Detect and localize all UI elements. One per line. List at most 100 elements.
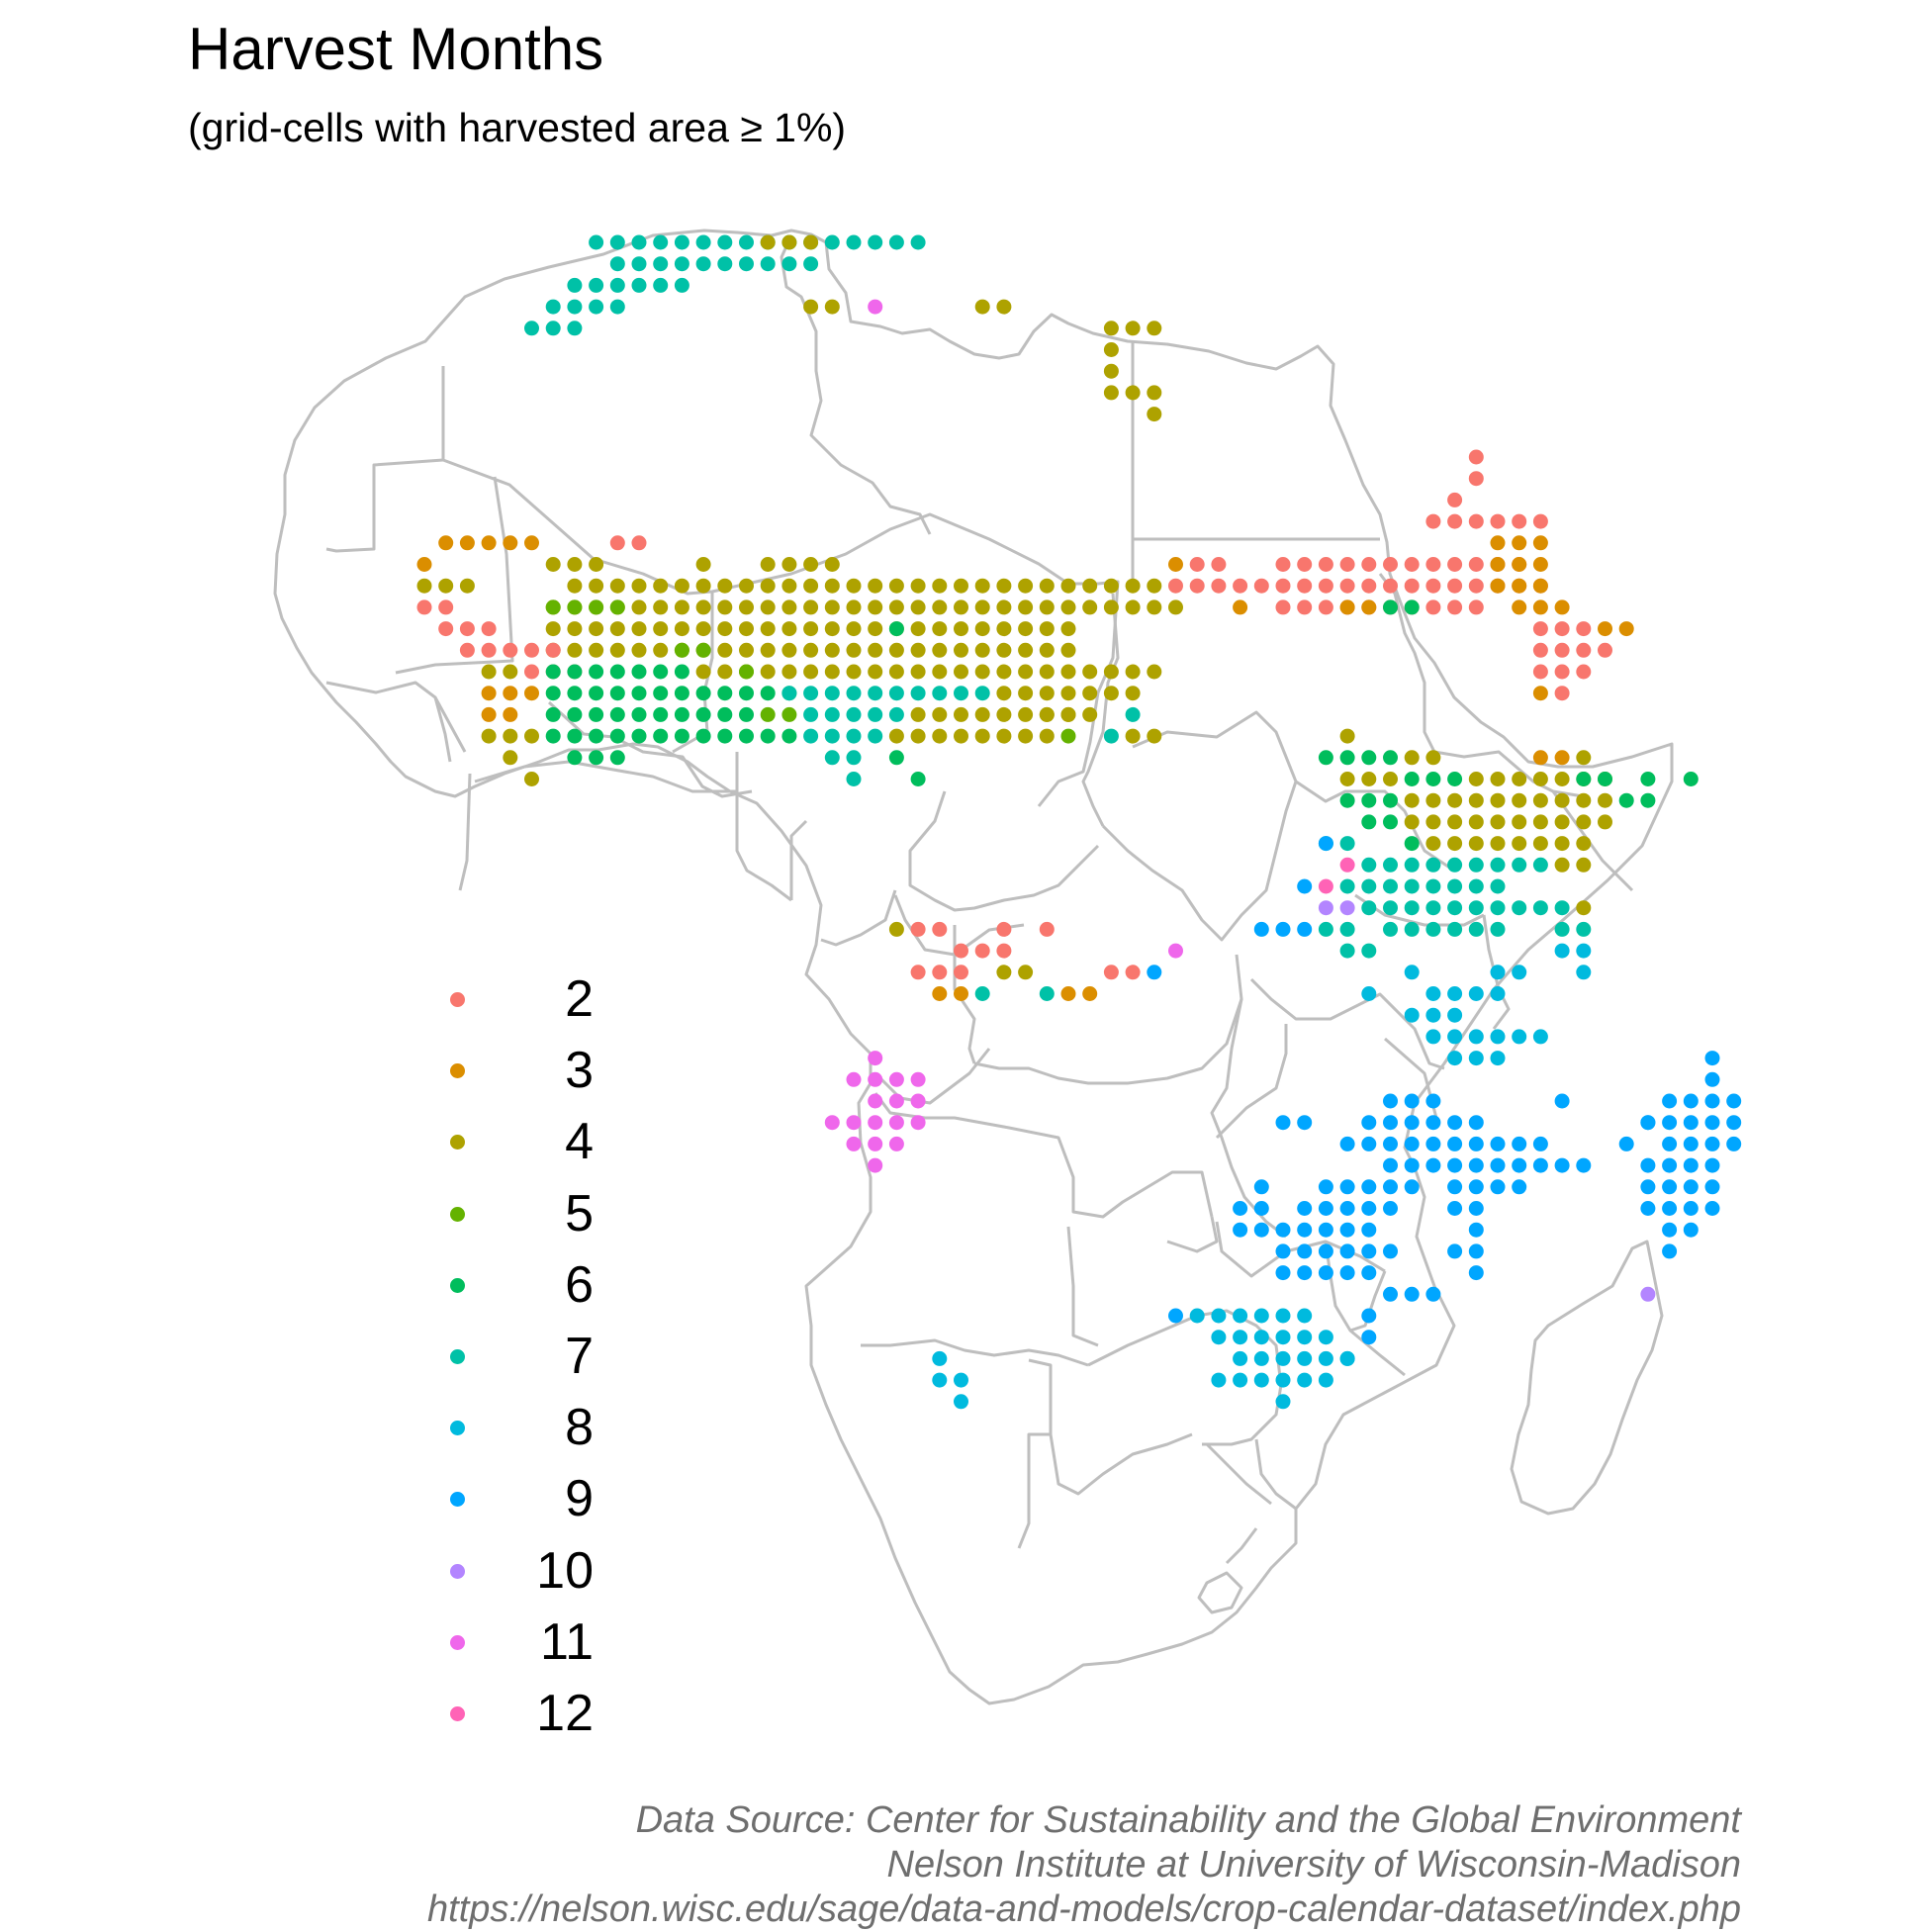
grid-cell-dot [1512, 578, 1527, 594]
grid-cell-dot [1468, 878, 1484, 894]
grid-cell-dot [1018, 728, 1034, 744]
grid-cell-dot [996, 921, 1012, 937]
grid-cell-dot [996, 642, 1012, 658]
border-south-sudan [1132, 710, 1455, 873]
grid-cell-dot [1211, 1330, 1227, 1345]
grid-cell-dot [1618, 1136, 1634, 1151]
grid-cell-dot [589, 750, 604, 766]
grid-cell-dot [1383, 1093, 1398, 1109]
grid-cell-dot [1018, 664, 1034, 680]
grid-cell-dot [868, 1115, 883, 1131]
legend-swatch [450, 1563, 465, 1579]
grid-cell-dot [674, 642, 689, 658]
grid-cell-dot [1490, 836, 1506, 852]
grid-cell-dot [932, 621, 948, 637]
grid-cell-dot [1532, 814, 1548, 830]
grid-cell-dot [888, 706, 904, 722]
border-malawi-mozambique [1324, 1241, 1406, 1377]
grid-cell-dot [1018, 599, 1034, 615]
grid-cell-dot [567, 642, 583, 658]
grid-cell-dot [1082, 986, 1098, 1001]
grid-cell-dot [1253, 1179, 1269, 1195]
grid-cell-dot [545, 642, 561, 658]
grid-cell-dot [1490, 814, 1506, 830]
caption: Data Source: Center for Sustainability a… [427, 1798, 1741, 1932]
grid-cell-dot [1704, 1157, 1720, 1173]
grid-cell-dot [1704, 1093, 1720, 1109]
grid-cell-dot [954, 642, 968, 658]
grid-cell-dot [1662, 1093, 1678, 1109]
grid-cell-dot [1468, 1265, 1484, 1281]
grid-cell-dot [1447, 792, 1463, 808]
grid-cell-dot [1383, 578, 1398, 594]
grid-cell-dot [932, 578, 948, 594]
grid-cell-dot [1318, 1330, 1333, 1345]
grid-cell-dot [481, 535, 497, 551]
grid-cell-dot [717, 664, 733, 680]
grid-cell-dot [1383, 1157, 1398, 1173]
grid-cell-dot [1168, 1308, 1183, 1324]
grid-cell-dot [1554, 836, 1570, 852]
grid-cell-dot [1576, 642, 1592, 658]
grid-cell-dot [1512, 599, 1527, 615]
grid-cell-dot [1468, 1243, 1484, 1259]
grid-cell-dot [932, 599, 948, 615]
grid-cell-dot [695, 664, 711, 680]
grid-cell-dot [1018, 578, 1034, 594]
grid-cell-dot [1468, 1157, 1484, 1173]
grid-cell-dot [1275, 557, 1291, 572]
grid-cell-dot [954, 686, 968, 701]
grid-cell-dot [1447, 599, 1463, 615]
grid-cell-dot [868, 728, 883, 744]
grid-cell-dot [1704, 1115, 1720, 1131]
grid-cell-dot [631, 277, 647, 293]
grid-cell-dot [1318, 1222, 1333, 1238]
grid-cell-dot [1361, 943, 1377, 959]
grid-cell-dot [1404, 750, 1420, 766]
grid-cell-dot [760, 599, 776, 615]
border-morocco-algeria [325, 366, 445, 553]
legend-label: 11 [540, 1612, 594, 1671]
grid-cell-dot [932, 986, 948, 1001]
grid-cell-dot [653, 234, 669, 250]
grid-cell-dot [739, 621, 754, 637]
grid-cell-dot [1490, 1136, 1506, 1151]
border-west-coast-1 [325, 681, 472, 891]
grid-cell-dot [1447, 1157, 1463, 1173]
grid-cell-dot [868, 578, 883, 594]
legend-label: 9 [565, 1470, 594, 1528]
grid-cell-dot [1275, 1308, 1291, 1324]
grid-cell-dot [824, 578, 840, 594]
grid-cell-dot [1468, 1222, 1484, 1238]
grid-cell-dot [1662, 1222, 1678, 1238]
grid-cell-dot [459, 578, 475, 594]
grid-cell-dot [609, 256, 625, 272]
grid-cell-dot [1018, 965, 1034, 980]
grid-cell-dot [1640, 1286, 1656, 1302]
grid-cell-dot [1361, 1330, 1377, 1345]
grid-cell-dot [1512, 836, 1527, 852]
legend-swatch [450, 1421, 465, 1436]
grid-cell-dot [1039, 686, 1055, 701]
grid-cell-dot [674, 686, 689, 701]
grid-cell-dot [1425, 1093, 1441, 1109]
grid-cell-dot [846, 1115, 862, 1131]
grid-cell-dot [1383, 1179, 1398, 1195]
grid-cell-dot [1468, 1136, 1484, 1151]
grid-cell-dot [1103, 664, 1119, 680]
grid-cell-dot [524, 642, 539, 658]
grid-cell-dot [1125, 321, 1141, 336]
grid-cell-dot [932, 1350, 948, 1366]
legend-label: 6 [565, 1255, 594, 1314]
grid-cell-dot [695, 256, 711, 272]
grid-cell-dot [888, 750, 904, 766]
border-zimbabwe [1087, 1309, 1283, 1446]
grid-cell-dot [1297, 1243, 1313, 1259]
grid-cell-dot [1468, 772, 1484, 786]
grid-cell-dot [846, 728, 862, 744]
grid-cell-dot [609, 535, 625, 551]
grid-cell-dot [1125, 965, 1141, 980]
grid-cell-dot [717, 686, 733, 701]
grid-cell-dot [1468, 1029, 1484, 1045]
grid-cell-dot [717, 728, 733, 744]
